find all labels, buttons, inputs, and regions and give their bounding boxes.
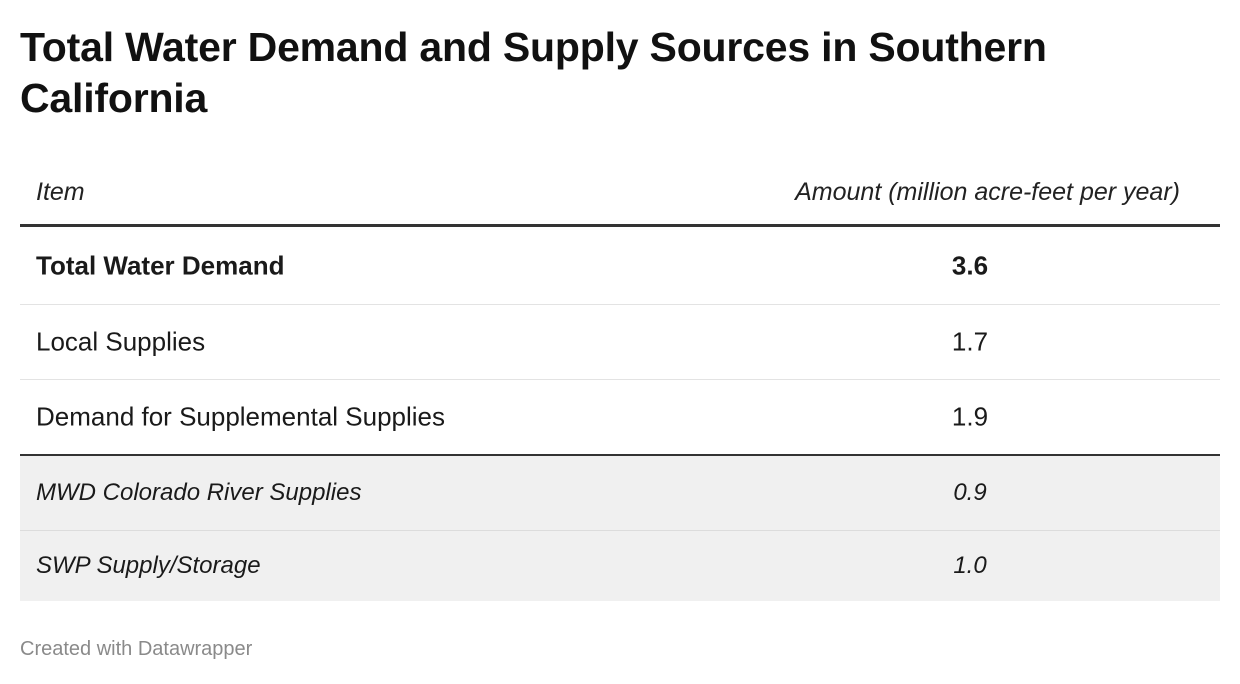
column-header-amount: Amount (million acre-feet per year): [795, 178, 1180, 206]
chart-title: Total Water Demand and Supply Sources in…: [20, 24, 1047, 121]
row-label-local-supplies: Local Supplies: [36, 326, 206, 357]
table-row: Demand for Supplemental Supplies 1.9: [20, 380, 1220, 456]
row-value-supplemental-demand: 1.9: [951, 401, 989, 432]
row-label-total-demand: Total Water Demand: [36, 250, 285, 280]
row-value-total-demand: 3.6: [951, 250, 989, 280]
table-header: Item Amount (million acre-feet per year): [20, 160, 1220, 227]
attribution-footer: Created with Datawrapper: [20, 638, 253, 660]
column-header-item: Item: [36, 178, 85, 206]
table-row: SWP Supply/Storage 1.0: [20, 531, 1220, 601]
chart-container: Total Water Demand and Supply Sources in…: [20, 0, 1220, 601]
row-value-local-supplies: 1.7: [951, 326, 989, 357]
row-value-swp-supply: 1.0: [953, 552, 987, 579]
row-label-swp-supply: SWP Supply/Storage: [36, 552, 261, 579]
table-row: Total Water Demand 3.6: [20, 227, 1220, 305]
row-label-mwd-colorado: MWD Colorado River Supplies: [36, 479, 362, 506]
row-value-mwd-colorado: 0.9: [953, 479, 987, 506]
row-label-supplemental-demand: Demand for Supplemental Supplies: [36, 401, 446, 432]
table-row: MWD Colorado River Supplies 0.9: [20, 456, 1220, 531]
data-table: Item Amount (million acre-feet per year)…: [20, 160, 1220, 601]
table-row: Local Supplies 1.7: [20, 305, 1220, 380]
